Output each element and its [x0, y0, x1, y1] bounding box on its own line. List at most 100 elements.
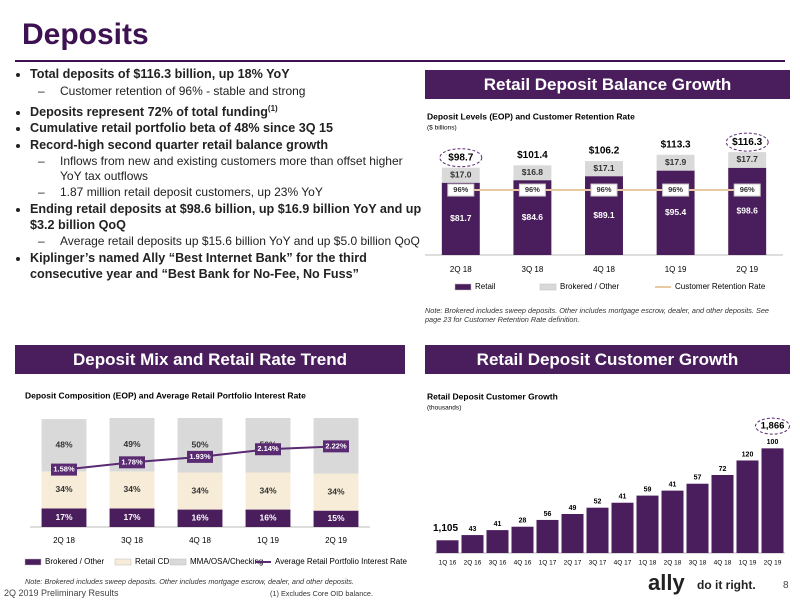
value-label: 1,105	[433, 523, 458, 534]
value-label: 59	[644, 486, 652, 493]
legend-label: Brokered / Other	[560, 282, 619, 291]
line-label: 96%	[596, 185, 611, 194]
total-label: $113.3	[661, 139, 691, 150]
bar-segment	[313, 473, 359, 511]
x-tick-label: 2Q 19	[325, 536, 347, 545]
value-label: 28	[519, 518, 527, 525]
bar	[461, 535, 484, 553]
x-tick-label: 4Q 18	[714, 560, 732, 567]
bar	[561, 514, 584, 553]
x-tick-label: 2Q 16	[464, 560, 482, 567]
x-tick-label: 1Q 19	[665, 265, 687, 274]
value-label: 56	[544, 511, 552, 518]
panel-header: Retail Deposit Customer Growth	[425, 345, 790, 374]
page-number: 8	[783, 580, 789, 591]
sub-list: Average retail deposits up $15.6 billion…	[30, 234, 425, 249]
sub-list: Inflows from new and existing customers …	[30, 154, 425, 200]
value-label: 57	[694, 475, 702, 482]
value-label: 43	[469, 526, 477, 533]
segment-label: $17.9	[665, 157, 687, 167]
line-label: 96%	[453, 185, 468, 194]
bar	[536, 519, 559, 553]
highlight-ring	[755, 417, 790, 435]
bar	[761, 448, 784, 553]
value-label: 41	[494, 521, 502, 528]
chart-note: Note: Brokered includes sweep deposits. …	[25, 577, 354, 586]
total-label: $101.4	[517, 150, 548, 161]
bar	[436, 540, 459, 553]
sub-bullet: 1.87 million retail deposit customers, u…	[38, 185, 425, 200]
value-label: 41	[669, 481, 677, 488]
bar	[661, 490, 684, 553]
segment-label: 34%	[191, 485, 208, 495]
bar	[636, 495, 659, 553]
bar	[586, 507, 609, 553]
bar-segment	[109, 471, 155, 509]
bullet-text: Deposits represent 72% of total funding	[30, 104, 268, 119]
bullet: Kiplinger’s named Ally “Best Internet Ba…	[30, 251, 425, 282]
legend-label: Average Retail Portfolio Interest Rate	[275, 557, 407, 566]
chart-note: Note: Brokered includes sweep deposits. …	[425, 306, 769, 324]
bar-segment	[728, 152, 767, 168]
line-label: 2.14%	[257, 444, 279, 453]
x-tick-label: 4Q 18	[593, 265, 615, 274]
segment-label: 34%	[55, 484, 72, 494]
x-tick-label: 3Q 18	[522, 265, 544, 274]
x-tick-label: 3Q 16	[489, 560, 507, 567]
segment-label: 34%	[123, 484, 140, 494]
x-tick-label: 1Q 17	[539, 560, 557, 567]
value-label: 120	[742, 451, 754, 458]
x-tick-label: 1Q 18	[639, 560, 657, 567]
label-box	[662, 183, 690, 197]
bar-segment	[513, 165, 552, 181]
value-label: 49	[569, 505, 577, 512]
legend-label: Retail CD	[135, 557, 169, 566]
bar-segment	[585, 161, 623, 177]
line-label: 2.22%	[325, 441, 347, 450]
title-rule	[15, 60, 785, 62]
bar-segment	[109, 508, 155, 527]
segment-label: 50%	[191, 440, 208, 450]
segment-label: $17.0	[450, 169, 472, 179]
source: 2Q 2019 Preliminary Results	[4, 588, 119, 598]
line-label: 96%	[525, 185, 540, 194]
sub-bullet: Customer retention of 96% - stable and s…	[38, 84, 425, 99]
chart-title: Deposit Levels (EOP) and Customer Retent…	[427, 111, 635, 121]
label-box	[590, 183, 618, 197]
bar	[711, 475, 734, 553]
segment-label: 17%	[55, 512, 72, 522]
x-tick-label: 2Q 19	[764, 560, 782, 567]
superscript: (1)	[267, 103, 278, 113]
label-box	[447, 183, 475, 197]
bar-segment	[245, 509, 291, 527]
bar-segment	[441, 167, 480, 183]
value-label: 100	[767, 439, 779, 446]
x-tick-label: 4Q 17	[614, 560, 632, 567]
bullet: Deposits represent 72% of total funding(…	[30, 101, 425, 121]
legend-swatch	[539, 283, 557, 291]
segment-label: $17.1	[593, 163, 615, 173]
bar	[511, 526, 534, 553]
segment-label: 15%	[327, 513, 344, 523]
x-tick-label: 4Q 16	[514, 560, 532, 567]
bullet-text: Total deposits of $116.3 billion, up 18%…	[30, 67, 290, 81]
x-tick-label: 4Q 18	[189, 536, 211, 545]
sub-bullet: Average retail deposits up $15.6 billion…	[38, 234, 425, 249]
total-label: $106.2	[589, 146, 620, 157]
bar	[611, 502, 634, 553]
total-label: $116.3	[732, 137, 762, 148]
x-tick-label: 3Q 17	[589, 560, 607, 567]
label-box	[187, 450, 213, 463]
total-label: 1,866	[761, 421, 785, 432]
bullet-text: Record-high second quarter retail balanc…	[30, 137, 329, 152]
line-label: 1.78%	[121, 457, 143, 466]
segment-label: $89.1	[593, 210, 615, 220]
total-label: $98.7	[448, 152, 473, 163]
bar-segment	[245, 472, 291, 510]
bar-segment	[177, 418, 223, 473]
x-tick-label: 3Q 18	[689, 560, 707, 567]
sub-list: Customer retention of 96% - stable and s…	[30, 84, 425, 99]
bar-segment	[656, 154, 695, 171]
segment-label: $95.4	[665, 207, 687, 217]
